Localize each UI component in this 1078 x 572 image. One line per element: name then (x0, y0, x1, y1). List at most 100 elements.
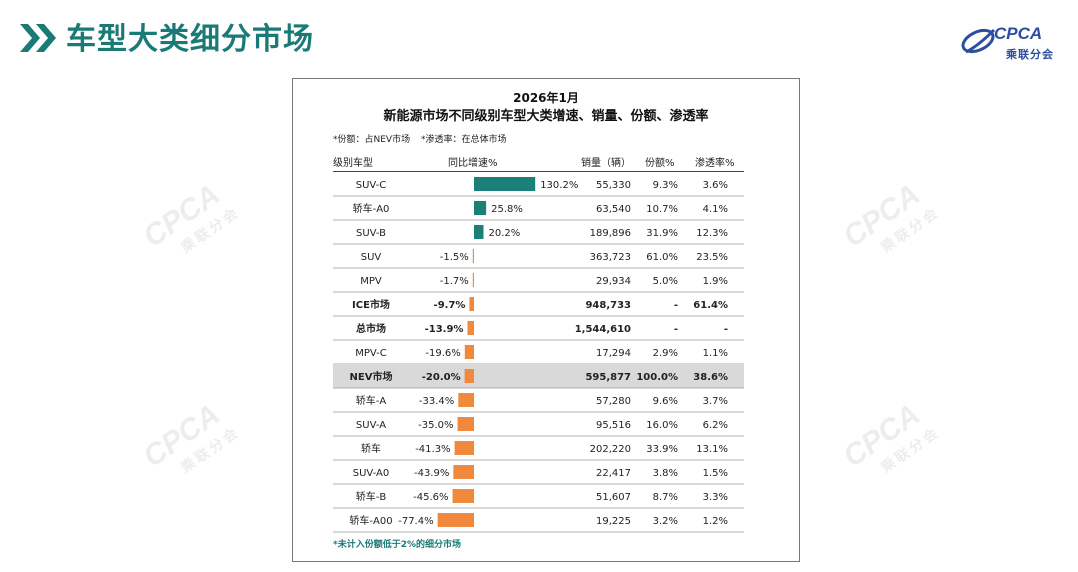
growth-value-label: -41.3% (415, 444, 450, 455)
segment-label: SUV (361, 252, 382, 263)
penetration-value: 12.3% (696, 228, 728, 239)
decline-bar (467, 321, 474, 335)
penetration-value: 3.3% (703, 492, 728, 503)
sales-value: 29,934 (596, 276, 631, 287)
watermark: CPCA 乘联分会 (115, 168, 256, 292)
penetration-value: 1.5% (703, 468, 728, 479)
highlight-row-bg (333, 364, 744, 388)
sales-value: 363,723 (590, 252, 631, 263)
decline-bar (472, 273, 474, 287)
decline-bar (453, 465, 474, 479)
decline-bar (457, 417, 474, 431)
growth-bar (474, 177, 536, 191)
share-value: 100.0% (636, 372, 678, 383)
growth-bar (474, 201, 487, 215)
watermark-subtitle: 乘联分会 (178, 424, 244, 477)
decline-bar (472, 249, 474, 263)
sales-value: 57,280 (596, 396, 631, 407)
growth-value-label: 25.8% (491, 204, 523, 215)
penetration-note: *渗透率：在总体市场 (420, 135, 507, 145)
segment-label: 轿车-A (356, 394, 387, 407)
column-header-growth: 同比增速% (448, 158, 498, 169)
logo-swoosh-icon (961, 28, 996, 54)
growth-value-label: -20.0% (422, 372, 461, 383)
sales-value: 19,225 (596, 516, 631, 527)
penetration-value: 1.2% (703, 516, 728, 527)
growth-value-label: -1.7% (440, 276, 469, 287)
share-value: 10.7% (646, 204, 678, 215)
growth-value-label: -43.9% (414, 468, 449, 479)
share-value: 8.7% (653, 492, 678, 503)
share-value: 5.0% (653, 276, 678, 287)
share-value: 3.8% (653, 468, 678, 479)
share-value: 2.9% (653, 348, 678, 359)
segment-growth-chart: SUV-C 130.2% 55,330 9.3% 3.6% 轿车-A0 25.8% 63,54… (333, 177, 744, 533)
sales-value: 55,330 (596, 180, 631, 191)
share-value: 9.3% (653, 180, 678, 191)
share-value: 31.9% (646, 228, 678, 239)
decline-bar (464, 345, 474, 359)
chart-panel: 2026年1月 新能源市场不同级别车型大类增速、销量、份额、渗透率 *份额：占N… (292, 78, 800, 562)
slide-header: 车型大类细分市场 CPCA 乘联分会 (0, 0, 1078, 72)
penetration-value: 3.6% (703, 180, 728, 191)
growth-value-label: -19.6% (425, 348, 460, 359)
logo-text: CPCA (994, 24, 1043, 43)
column-header-share: 份额% (645, 158, 675, 169)
segment-label: 轿车 (361, 442, 381, 455)
watermark-text: CPCA (837, 177, 927, 254)
penetration-value: 23.5% (696, 252, 728, 263)
watermark: CPCA 乘联分会 (815, 168, 956, 292)
growth-value-label: 20.2% (488, 228, 520, 239)
sales-value: 948,733 (585, 300, 631, 311)
watermark-text: CPCA (837, 397, 927, 474)
share-value: 33.9% (646, 444, 678, 455)
share-value: - (674, 324, 678, 335)
sales-value: 1,544,610 (575, 324, 631, 335)
segment-label: SUV-A (356, 420, 386, 431)
share-value: 16.0% (646, 420, 678, 431)
column-header-penetration: 渗透率% (695, 158, 735, 169)
segment-label: SUV-C (356, 180, 387, 191)
segment-label: MPV-C (355, 348, 387, 359)
chart-notes: *份额：占NEV市场 *渗透率：在总体市场 (333, 132, 514, 145)
chart-date: 2026年1月 (513, 91, 579, 105)
column-header-segment: 级别车型 (333, 158, 373, 169)
slide-title: 车型大类细分市场 (66, 22, 314, 57)
sales-value: 51,607 (596, 492, 631, 503)
watermark: CPCA 乘联分会 (815, 388, 956, 512)
penetration-value: - (724, 324, 728, 335)
growth-value-label: -13.9% (425, 324, 464, 335)
growth-value-label: 130.2% (540, 180, 578, 191)
growth-value-label: -45.6% (413, 492, 448, 503)
share-value: 3.2% (653, 516, 678, 527)
sales-value: 189,896 (590, 228, 631, 239)
segment-label: NEV市场 (350, 370, 393, 383)
chart-title: 新能源市场不同级别车型大类增速、销量、份额、渗透率 (383, 109, 709, 124)
segment-label: SUV-A0 (353, 468, 390, 479)
penetration-value: 1.9% (703, 276, 728, 287)
growth-value-label: -33.4% (419, 396, 454, 407)
share-note: *份额：占NEV市场 (333, 135, 411, 145)
decline-bar (458, 393, 474, 407)
watermark: CPCA 乘联分会 (115, 388, 256, 512)
sales-value: 595,877 (585, 372, 631, 383)
column-header-sales: 销量（辆） (581, 158, 631, 169)
decline-bar (454, 441, 474, 455)
footnote: *未计入份额低于2%的细分市场 (333, 540, 461, 550)
share-value: - (674, 300, 678, 311)
sales-value: 95,516 (596, 420, 631, 431)
watermark-subtitle: 乘联分会 (878, 424, 944, 477)
growth-value-label: -77.4% (398, 516, 433, 527)
growth-value-label: -1.5% (440, 252, 469, 263)
decline-bar (469, 297, 474, 311)
segment-label: ICE市场 (352, 298, 390, 311)
segment-label: SUV-B (356, 228, 386, 239)
growth-bar (474, 225, 484, 239)
sales-value: 202,220 (590, 444, 631, 455)
share-value: 61.0% (646, 252, 678, 263)
decline-bar (464, 369, 474, 383)
watermark-text: CPCA (137, 177, 227, 254)
watermark-subtitle: 乘联分会 (878, 204, 944, 257)
penetration-value: 4.1% (703, 204, 728, 215)
header-rule (333, 171, 744, 172)
